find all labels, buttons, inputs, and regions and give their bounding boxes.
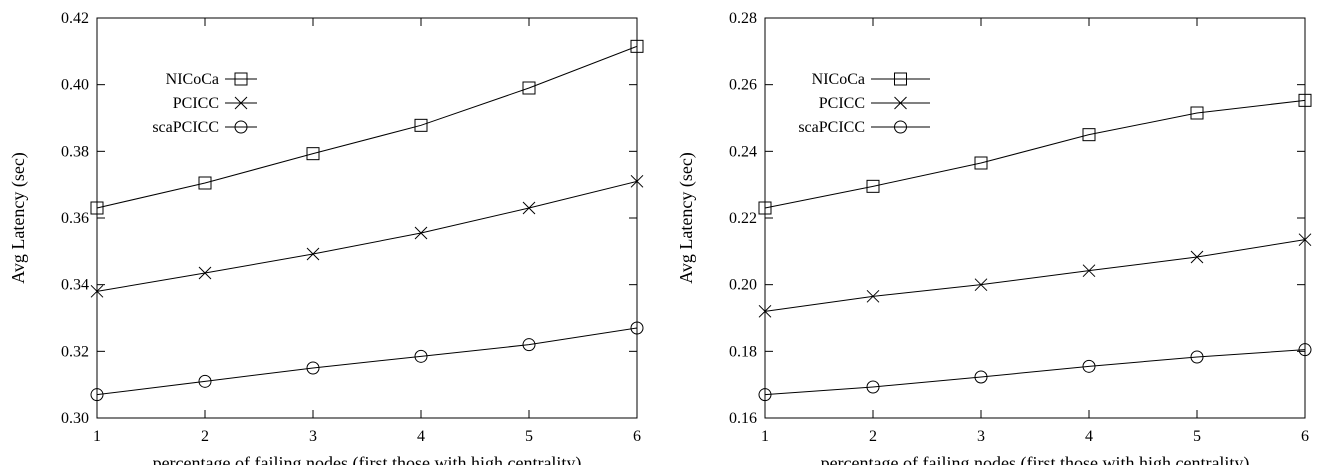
x-tick-label: 2	[869, 428, 877, 445]
nicoca-series-point-2	[306, 147, 320, 161]
y-tick-label: 0.16	[729, 410, 757, 427]
legend-label: NICoCa	[812, 71, 865, 88]
pcicc-series-point-5	[1298, 233, 1312, 247]
pcicc-series-point-3	[1082, 264, 1096, 278]
legend-scapcicc-point-0	[234, 120, 248, 134]
pcicc-series-point-4	[522, 201, 536, 215]
nicoca-series-line	[764, 99, 1306, 209]
legend-entry-scapcicc: scaPCICC	[152, 119, 257, 136]
pcicc-series-point-4	[1190, 250, 1204, 264]
scapcicc-series-point-3	[414, 349, 428, 363]
y-tick-label: 0.28	[729, 10, 757, 27]
scapcicc-series-point-2	[306, 361, 320, 375]
x-tick-label: 2	[201, 428, 209, 445]
legend-label: scaPCICC	[152, 119, 219, 136]
x-tick-label: 4	[417, 428, 425, 445]
y-tick-label: 0.32	[61, 343, 89, 360]
x-tick-label: 5	[1193, 428, 1201, 445]
x-tick-label: 3	[977, 428, 985, 445]
x-tick-label: 6	[1301, 428, 1309, 445]
x-tick-label: 1	[93, 428, 101, 445]
pcicc-series-point-1	[198, 266, 212, 280]
scapcicc-series	[90, 321, 644, 402]
nicoca-series-point-1	[198, 176, 212, 190]
pcicc-series-line	[764, 239, 1306, 312]
latency-chart-right: 0.16 0.18 0.20 0.22 0.24 0.26 0.28 1 2 3 4 5 6 percen…	[676, 10, 1312, 465]
pcicc-series-line	[96, 180, 638, 292]
y-tick-label: 0.38	[61, 143, 89, 160]
legend-entry-pcicc: PCICC	[819, 95, 930, 112]
scapcicc-series-point-2	[974, 370, 988, 384]
legend-label: scaPCICC	[798, 119, 865, 136]
scapcicc-series-point-3	[1082, 359, 1096, 373]
y-axis-label: Avg Latency (sec)	[8, 152, 29, 284]
legend-entry-pcicc: PCICC	[173, 95, 257, 112]
x-axis-label: percentage of failing nodes (first those…	[821, 453, 1250, 465]
nicoca-series	[758, 93, 1312, 215]
y-tick-label: 0.22	[729, 210, 757, 227]
legend-label: NICoCa	[166, 71, 219, 88]
y-tick-label: 0.20	[729, 277, 757, 294]
scapcicc-series	[758, 343, 1312, 402]
pcicc-series	[758, 233, 1312, 318]
y-tick-label: 0.42	[61, 10, 89, 27]
x-tick-label: 4	[1085, 428, 1093, 445]
pcicc-series-point-1	[866, 289, 880, 303]
y-tick-label: 0.36	[61, 210, 89, 227]
legend-pcicc-point-0	[234, 96, 248, 110]
legend-label: PCICC	[173, 95, 219, 112]
pcicc-series-point-5	[630, 174, 644, 188]
latency-chart-left: 0.30 0.32 0.34 0.36 0.38 0.40 0.42 1 2 3 4 5 6 percen…	[8, 10, 644, 465]
nicoca-series-point-0	[758, 201, 772, 215]
scapcicc-series-point-4	[1190, 350, 1204, 364]
x-tick-label: 6	[633, 428, 641, 445]
scapcicc-series-point-0	[758, 388, 772, 402]
nicoca-series-point-4	[522, 81, 536, 95]
y-tick-label: 0.40	[61, 77, 89, 94]
scapcicc-series-line	[764, 349, 1306, 396]
x-tick-label: 1	[761, 428, 769, 445]
legend-label: PCICC	[819, 95, 865, 112]
scapcicc-series-point-1	[198, 374, 212, 388]
scapcicc-series-point-5	[630, 321, 644, 335]
pcicc-series-point-2	[306, 247, 320, 261]
x-tick-label: 3	[309, 428, 317, 445]
nicoca-series-point-3	[414, 118, 428, 132]
x-axis-label: percentage of failing nodes (first those…	[153, 453, 582, 465]
nicoca-series-point-2	[974, 156, 988, 170]
x-tick-label: 5	[525, 428, 533, 445]
legend-entry-nicoca: NICoCa	[166, 71, 257, 88]
y-tick-label: 0.24	[729, 143, 757, 160]
pcicc-series-point-0	[90, 284, 104, 298]
nicoca-series-point-4	[1190, 106, 1204, 120]
legend-scapcicc-point-0	[894, 120, 907, 134]
y-tick-label: 0.30	[61, 410, 89, 427]
scapcicc-series-point-0	[90, 388, 104, 402]
legend-pcicc-point-0	[894, 96, 907, 110]
scapcicc-series-point-5	[1298, 343, 1312, 357]
pcicc-series-point-2	[974, 278, 988, 292]
nicoca-series-line	[96, 45, 638, 209]
scapcicc-series-point-1	[866, 380, 880, 394]
pcicc-series-point-0	[758, 304, 772, 318]
legend-nicoca-point-0	[234, 72, 248, 86]
y-tick-label: 0.26	[729, 77, 757, 94]
nicoca-series-point-5	[630, 39, 644, 53]
scapcicc-series-line	[96, 327, 638, 396]
nicoca-series-point-3	[1082, 128, 1096, 142]
pcicc-series	[90, 174, 644, 298]
nicoca-series-point-1	[866, 179, 880, 193]
y-axis-label: Avg Latency (sec)	[676, 152, 697, 284]
legend-nicoca-point-0	[894, 72, 907, 86]
nicoca-series-point-5	[1298, 93, 1312, 107]
pcicc-series-point-3	[414, 226, 428, 240]
legend-entry-nicoca: NICoCa	[812, 71, 930, 88]
legend-entry-scapcicc: scaPCICC	[798, 119, 930, 136]
y-tick-label: 0.18	[729, 343, 757, 360]
scapcicc-series-point-4	[522, 338, 536, 352]
y-tick-label: 0.34	[61, 277, 89, 294]
nicoca-series	[90, 39, 644, 215]
nicoca-series-point-0	[90, 201, 104, 215]
